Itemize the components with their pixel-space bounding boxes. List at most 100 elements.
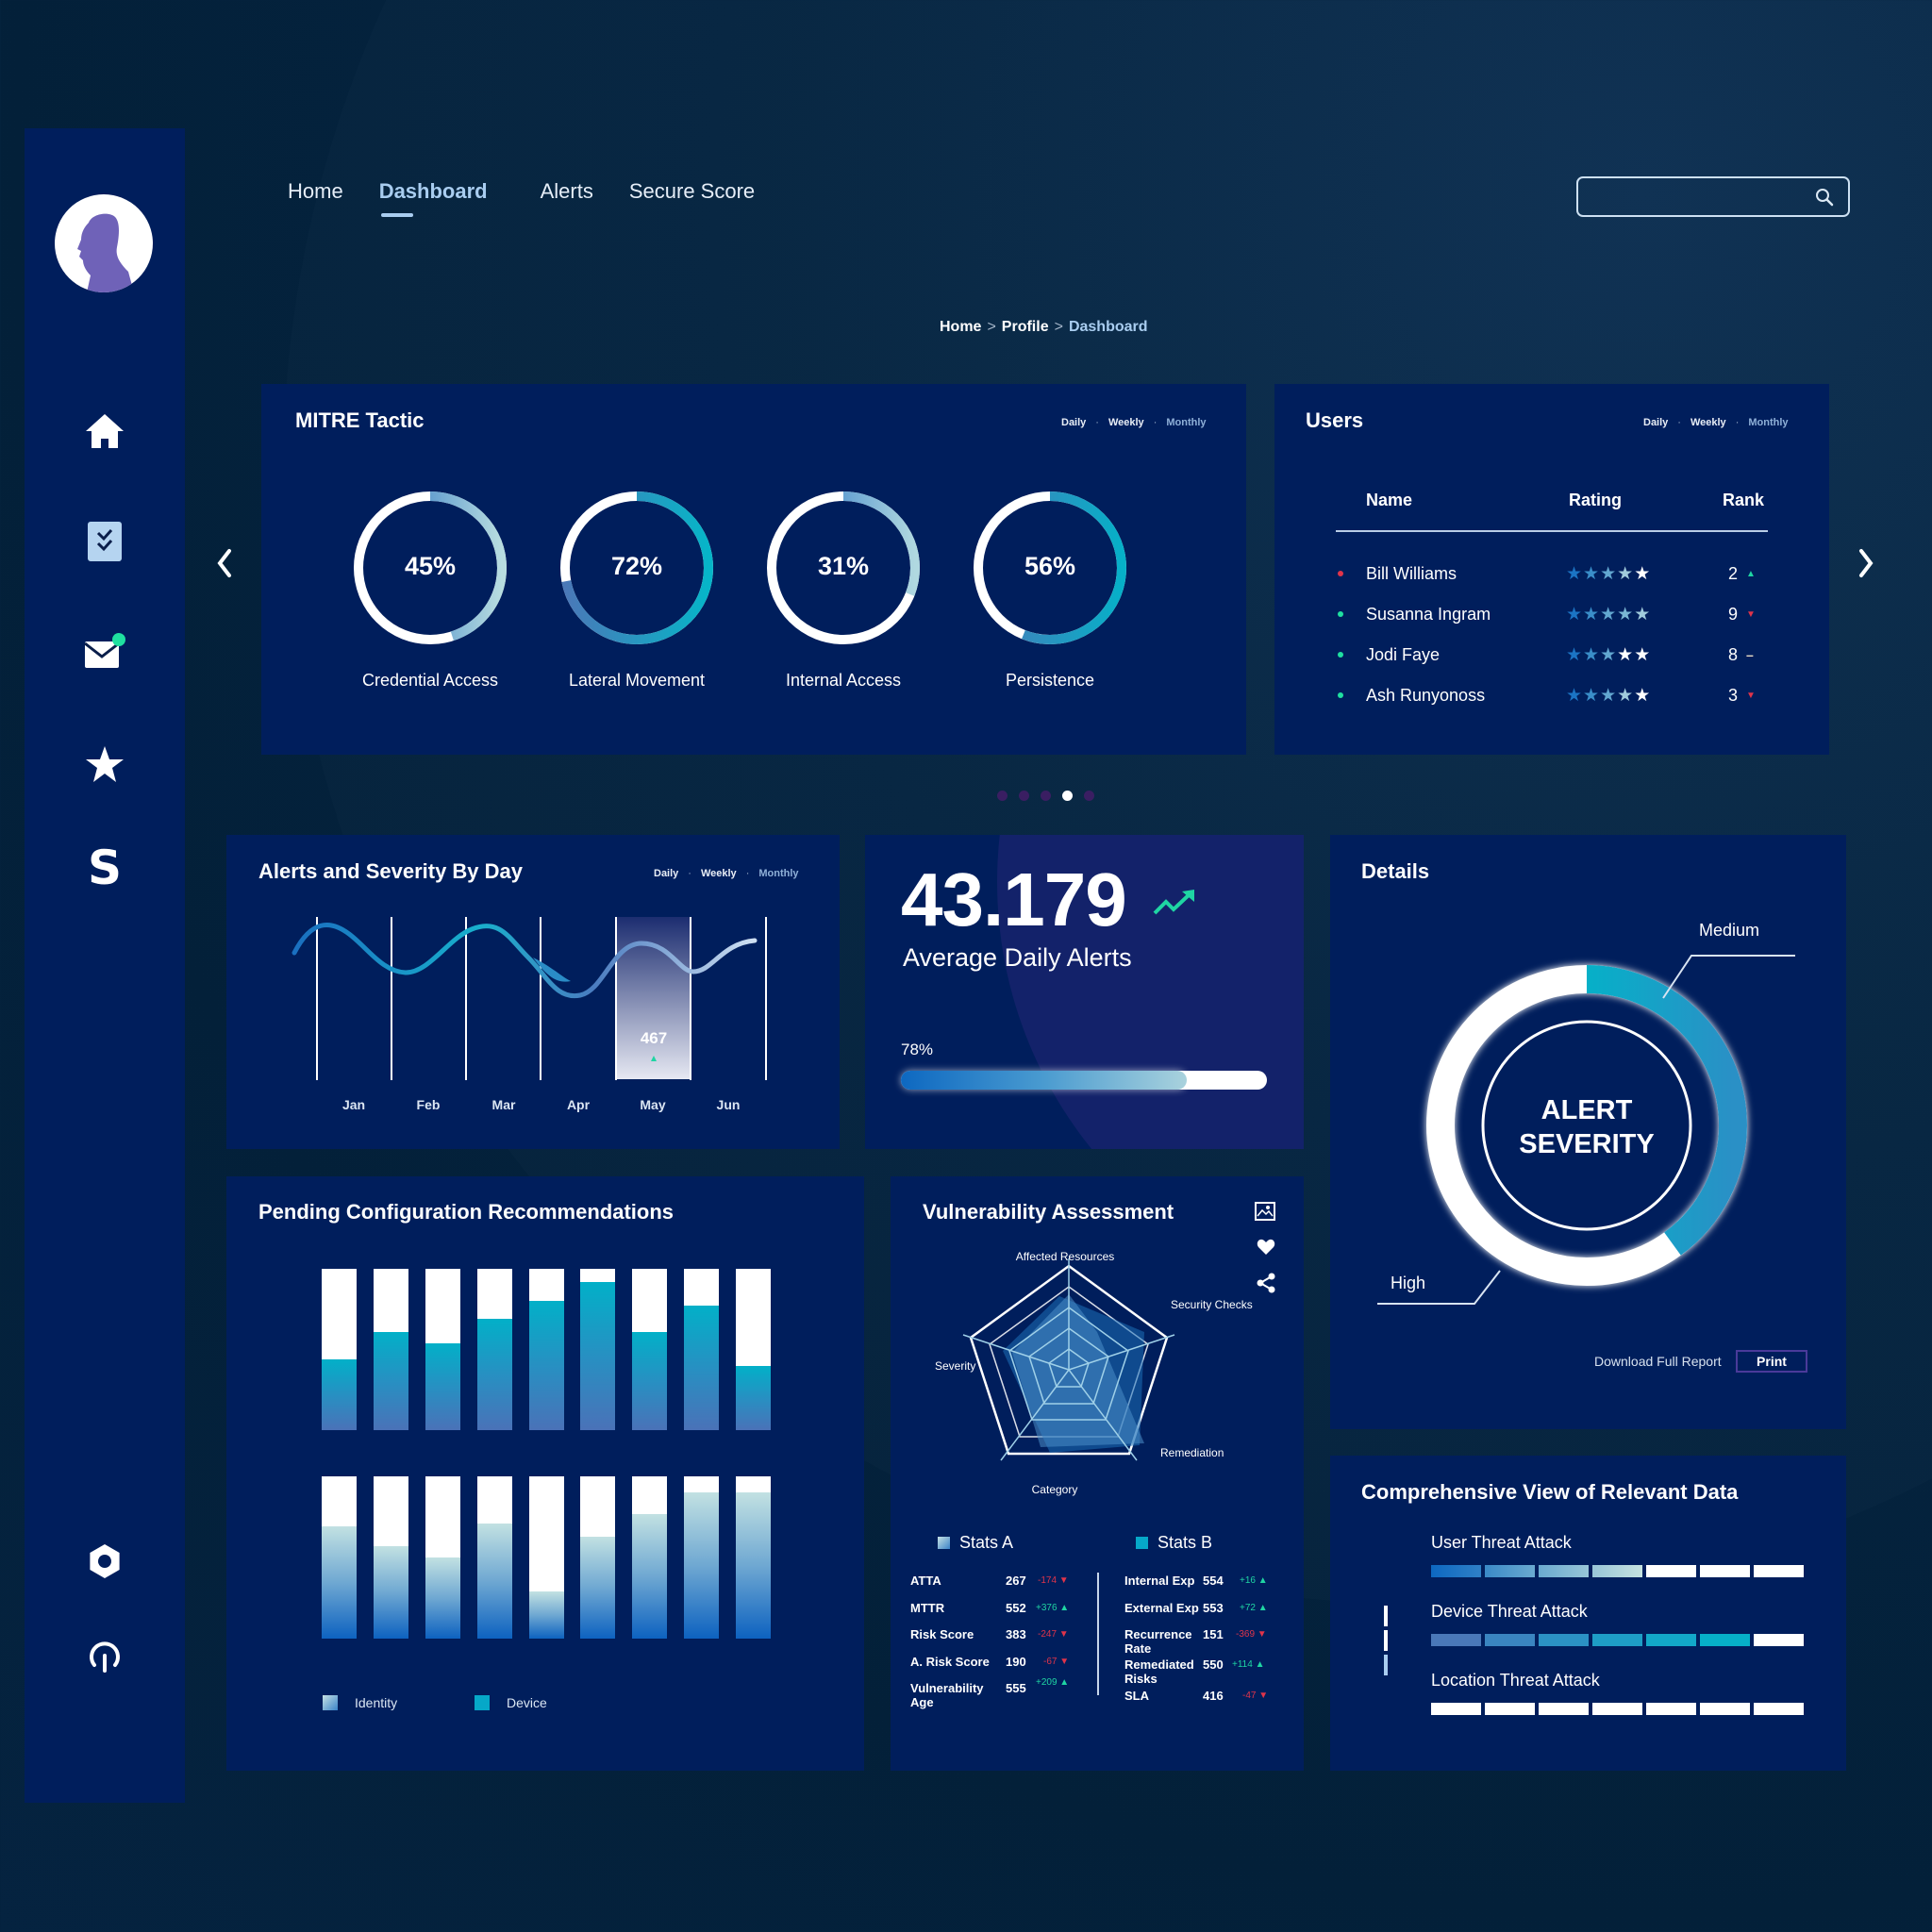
stat-label: Remediated Risks <box>1124 1657 1194 1686</box>
identity-bar[interactable] <box>580 1476 615 1639</box>
period-weekly[interactable]: Weekly <box>1108 417 1144 428</box>
device-bar[interactable] <box>425 1269 460 1430</box>
breadcrumb-profile[interactable]: Profile <box>1001 319 1049 335</box>
page-dot[interactable] <box>1084 791 1094 801</box>
legend-label: Device <box>507 1695 547 1710</box>
stat-value: 416 <box>1203 1689 1224 1703</box>
page-dot[interactable] <box>1019 791 1029 801</box>
mitre-period-selector: Daily · Weekly · Monthly <box>1061 417 1207 428</box>
period-monthly[interactable]: Monthly <box>1166 417 1207 428</box>
carousel-next-icon[interactable] <box>1857 547 1875 579</box>
col-rank[interactable]: Rank <box>1723 491 1765 509</box>
identity-bar[interactable] <box>322 1476 357 1639</box>
nav-home[interactable]: Home <box>288 179 343 203</box>
sidebar-item-logout[interactable] <box>81 1632 128 1679</box>
user-row[interactable]: Ash Runyonoss ★ ★ ★ ★ ★ 3 ▼ <box>1336 679 1768 711</box>
rating-stars: ★ ★ ★ ★ ★ <box>1566 644 1651 665</box>
user-rank: 8 <box>1728 644 1739 664</box>
tactic-lateral-movement[interactable]: 72% Lateral Movement <box>557 510 717 691</box>
search-box[interactable] <box>1576 176 1850 217</box>
col-name[interactable]: Name <box>1366 491 1413 509</box>
stats-a-area <box>1012 1294 1144 1447</box>
tactic-internal-access[interactable]: 31% Internal Access <box>763 510 924 691</box>
period-daily[interactable]: Daily <box>654 868 679 879</box>
identity-bar[interactable] <box>736 1476 771 1639</box>
period-monthly[interactable]: Monthly <box>1748 417 1789 428</box>
period-weekly[interactable]: Weekly <box>1690 417 1726 428</box>
nav-secure-score[interactable]: Secure Score <box>628 179 756 203</box>
device-bar[interactable] <box>580 1269 615 1430</box>
device-bar[interactable] <box>684 1269 719 1430</box>
device-bar[interactable] <box>632 1269 667 1430</box>
avatar[interactable] <box>55 194 153 292</box>
average-label: Average Daily Alerts <box>903 943 1132 972</box>
scroll-indicator[interactable] <box>1384 1606 1388 1626</box>
tactic-persistence[interactable]: 56% Persistence <box>970 510 1130 691</box>
sidebar-item-favorites[interactable] <box>81 741 128 788</box>
download-report-link[interactable]: Download Full Report <box>1594 1354 1722 1369</box>
progress-label: 78% <box>901 1041 934 1058</box>
device-bar[interactable] <box>322 1269 357 1430</box>
breadcrumb-home[interactable]: Home <box>940 319 982 335</box>
search-input[interactable] <box>1578 178 1805 214</box>
notification-badge <box>112 633 125 646</box>
period-weekly[interactable]: Weekly <box>700 868 737 879</box>
device-bar[interactable] <box>736 1269 771 1430</box>
image-icon[interactable] <box>1255 1202 1275 1221</box>
device-bar[interactable] <box>374 1269 408 1430</box>
status-dot <box>1338 652 1343 658</box>
print-button[interactable]: Print <box>1736 1350 1807 1373</box>
identity-bar[interactable] <box>529 1476 564 1639</box>
user-row[interactable]: Susanna Ingram ★ ★ ★ ★ ★ 9 ▼ <box>1336 598 1768 630</box>
share-icon[interactable] <box>1256 1273 1276 1293</box>
month-label: Mar <box>491 1097 516 1112</box>
device-bar[interactable] <box>477 1269 512 1430</box>
stat-label: MTTR <box>910 1601 945 1615</box>
sidebar-item-billing[interactable]: S <box>81 844 128 891</box>
tactic-credential-access[interactable]: 45% Credential Access <box>350 510 510 691</box>
stat-value: 550 <box>1203 1657 1224 1672</box>
month-label: Apr <box>566 1097 591 1112</box>
carousel-prev-icon[interactable] <box>215 547 234 579</box>
stat-delta: +16 ▲ <box>1240 1575 1268 1586</box>
trend-down-icon: ▼ <box>1746 608 1756 620</box>
donut-internal-access <box>767 491 920 644</box>
sidebar-item-mail[interactable] <box>81 628 128 675</box>
identity-bar[interactable] <box>425 1476 460 1639</box>
user-row[interactable]: Jodi Faye ★ ★ ★ ★ ★ 8 – <box>1336 639 1768 671</box>
search-icon[interactable] <box>1814 187 1835 208</box>
device-bar[interactable] <box>529 1269 564 1430</box>
user-silhouette-icon <box>77 213 134 292</box>
sidebar-item-settings[interactable] <box>81 1538 128 1585</box>
page-dot[interactable] <box>1041 791 1051 801</box>
period-daily[interactable]: Daily <box>1643 417 1669 428</box>
top-nav: Home Dashboard Alerts Secure Score <box>288 179 791 217</box>
user-threat-label: User Threat Attack <box>1431 1533 1572 1552</box>
identity-bar[interactable] <box>477 1476 512 1639</box>
identity-bar[interactable] <box>374 1476 408 1639</box>
page-dot-active[interactable] <box>1062 791 1073 801</box>
svg-text:Severity: Severity <box>935 1359 975 1373</box>
trend-up-icon: ▲ <box>1746 568 1756 579</box>
users-table: Name Rating Rank Bill Williams ★ ★ ★ ★ ★ 2 ▲… <box>1336 491 1768 706</box>
medium-label: Medium <box>1699 921 1760 940</box>
rating-stars: ★ ★ ★ ★ ★ <box>1566 685 1651 706</box>
scroll-indicator[interactable] <box>1384 1630 1388 1651</box>
identity-bar[interactable] <box>632 1476 667 1639</box>
user-rank: 9 <box>1728 604 1739 624</box>
col-rating[interactable]: Rating <box>1569 491 1622 509</box>
user-row[interactable]: Bill Williams ★ ★ ★ ★ ★ 2 ▲ <box>1336 558 1768 590</box>
page-dot[interactable] <box>997 791 1008 801</box>
period-daily[interactable]: Daily <box>1061 417 1087 428</box>
sidebar-item-home[interactable] <box>81 408 128 455</box>
nav-alerts[interactable]: Alerts <box>540 179 593 203</box>
header-divider <box>1336 530 1768 532</box>
scroll-indicator[interactable] <box>1384 1655 1388 1675</box>
period-monthly[interactable]: Monthly <box>758 868 799 879</box>
nav-dashboard[interactable]: Dashboard <box>378 179 488 217</box>
heart-icon[interactable] <box>1257 1239 1275 1256</box>
stat-value: 383 <box>1006 1627 1026 1641</box>
sidebar-item-tasks[interactable] <box>81 518 128 565</box>
carousel-pagination <box>997 791 1094 801</box>
identity-bar[interactable] <box>684 1476 719 1639</box>
